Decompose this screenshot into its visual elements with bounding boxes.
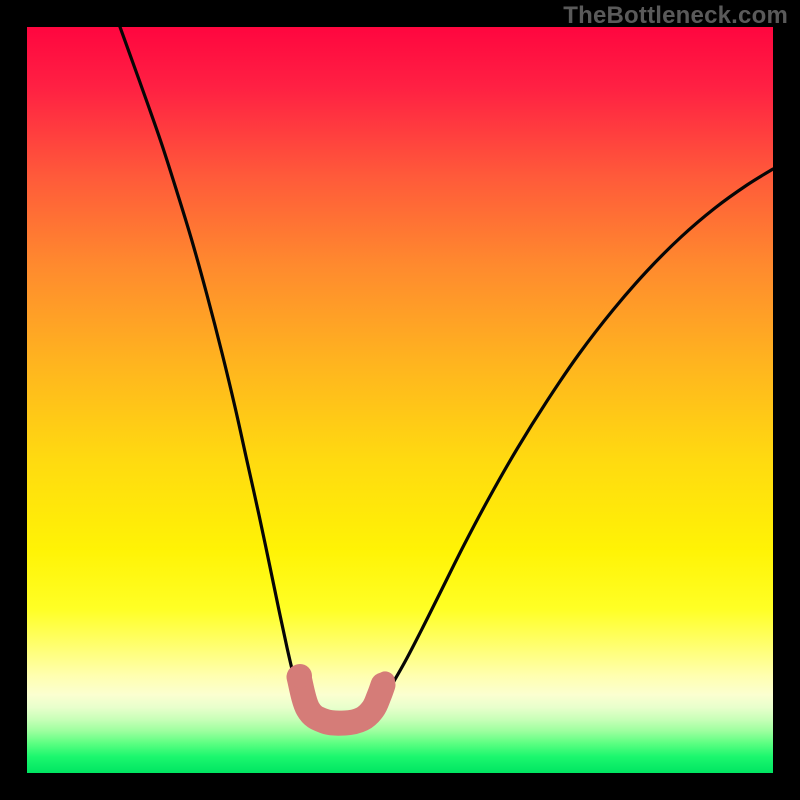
bottleneck-chart-svg	[27, 27, 773, 773]
gradient-background	[27, 27, 773, 773]
marker-0	[288, 664, 312, 688]
plot-area	[27, 27, 773, 773]
watermark-text: TheBottleneck.com	[563, 2, 788, 30]
chart-frame: TheBottleneck.com	[0, 0, 800, 800]
